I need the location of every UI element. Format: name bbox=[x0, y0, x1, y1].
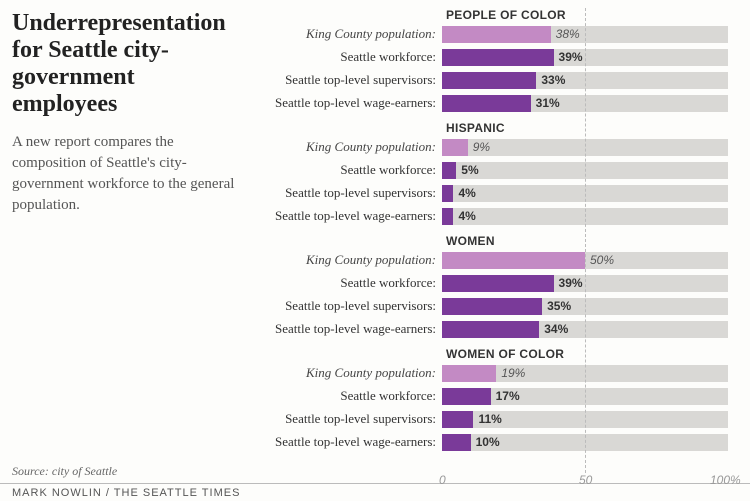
bar-fill bbox=[442, 139, 468, 156]
bar-value: 11% bbox=[473, 411, 501, 428]
bar-label: Seattle workforce: bbox=[250, 162, 442, 178]
bar-fill bbox=[442, 388, 491, 405]
bar-value: 35% bbox=[542, 298, 571, 315]
bar-value: 19% bbox=[496, 365, 525, 382]
bar-value: 50% bbox=[585, 252, 614, 269]
bar-fill bbox=[442, 321, 539, 338]
bar-fill bbox=[442, 72, 536, 89]
group-header: PEOPLE OF COLOR bbox=[446, 8, 740, 22]
group-header: HISPANIC bbox=[446, 121, 740, 135]
bar-value: 33% bbox=[536, 72, 565, 89]
bar-value: 31% bbox=[531, 95, 560, 112]
bar-fill bbox=[442, 185, 453, 202]
bar-fill bbox=[442, 95, 531, 112]
source-line: Source: city of Seattle bbox=[12, 464, 117, 479]
bar-fill bbox=[442, 365, 496, 382]
bar-row: Seattle top-level supervisors: 11% bbox=[250, 409, 740, 429]
bar-row: King County population: 38% bbox=[250, 24, 740, 44]
bar-fill bbox=[442, 208, 453, 225]
bar-row: Seattle top-level wage-earners: 10% bbox=[250, 432, 740, 452]
bar-value: 38% bbox=[551, 26, 580, 43]
bar-row: Seattle top-level wage-earners: 34% bbox=[250, 319, 740, 339]
bar-label: King County population: bbox=[250, 365, 442, 381]
bar-row: Seattle workforce: 17% bbox=[250, 386, 740, 406]
bar-row: Seattle top-level wage-earners: 31% bbox=[250, 93, 740, 113]
bar-label: Seattle workforce: bbox=[250, 275, 442, 291]
group-header: WOMEN bbox=[446, 234, 740, 248]
bar-row: Seattle top-level supervisors: 4% bbox=[250, 183, 740, 203]
bar-label: Seattle top-level supervisors: bbox=[250, 298, 442, 314]
bar-label: Seattle top-level supervisors: bbox=[250, 411, 442, 427]
bar-label: Seattle top-level supervisors: bbox=[250, 72, 442, 88]
bar-row: Seattle top-level wage-earners: 4% bbox=[250, 206, 740, 226]
axis-tick-label: 100% bbox=[710, 473, 741, 487]
axis-tick-label: 0 bbox=[439, 473, 446, 487]
chart-title: Underrepresentation for Seattle city-gov… bbox=[12, 10, 242, 118]
bar-value: 4% bbox=[453, 185, 475, 202]
bar-row: King County population: 9% bbox=[250, 137, 740, 157]
bar-value: 39% bbox=[554, 275, 583, 292]
bar-label: Seattle top-level wage-earners: bbox=[250, 95, 442, 111]
bar-row: Seattle top-level supervisors: 33% bbox=[250, 70, 740, 90]
bar-fill bbox=[442, 252, 585, 269]
bar-label: Seattle workforce: bbox=[250, 49, 442, 65]
bar-fill bbox=[442, 26, 551, 43]
bar-row: Seattle workforce: 39% bbox=[250, 273, 740, 293]
gridline-50 bbox=[585, 8, 586, 473]
bar-row: King County population: 50% bbox=[250, 250, 740, 270]
bar-row: Seattle top-level supervisors: 35% bbox=[250, 296, 740, 316]
bar-fill bbox=[442, 434, 471, 451]
bar-label: Seattle top-level wage-earners: bbox=[250, 208, 442, 224]
bar-label: Seattle top-level wage-earners: bbox=[250, 434, 442, 450]
bar-value: 10% bbox=[471, 434, 500, 451]
bar-fill bbox=[442, 162, 456, 179]
bar-value: 34% bbox=[539, 321, 568, 338]
bar-label: Seattle top-level supervisors: bbox=[250, 185, 442, 201]
bar-row: King County population: 19% bbox=[250, 363, 740, 383]
bar-fill bbox=[442, 411, 473, 428]
bar-fill bbox=[442, 49, 554, 66]
bar-value: 39% bbox=[554, 49, 583, 66]
bar-value: 9% bbox=[468, 139, 490, 156]
axis-tick-label: 50 bbox=[579, 473, 592, 487]
chart-subtitle: A new report compares the composition of… bbox=[12, 132, 242, 216]
chart-area: PEOPLE OF COLOR King County population: 38… bbox=[250, 8, 740, 455]
bar-fill bbox=[442, 275, 554, 292]
bar-row: Seattle workforce: 39% bbox=[250, 47, 740, 67]
bar-row: Seattle workforce: 5% bbox=[250, 160, 740, 180]
bar-label: King County population: bbox=[250, 252, 442, 268]
credit-line: MARK NOWLIN / THE SEATTLE TIMES bbox=[0, 483, 750, 501]
bar-label: King County population: bbox=[250, 26, 442, 42]
group-header: WOMEN OF COLOR bbox=[446, 347, 740, 361]
bar-label: Seattle top-level wage-earners: bbox=[250, 321, 442, 337]
bar-label: Seattle workforce: bbox=[250, 388, 442, 404]
bar-fill bbox=[442, 298, 542, 315]
bar-label: King County population: bbox=[250, 139, 442, 155]
bar-value: 5% bbox=[456, 162, 478, 179]
bar-value: 17% bbox=[491, 388, 520, 405]
text-column: Underrepresentation for Seattle city-gov… bbox=[12, 10, 242, 216]
bar-value: 4% bbox=[453, 208, 475, 225]
